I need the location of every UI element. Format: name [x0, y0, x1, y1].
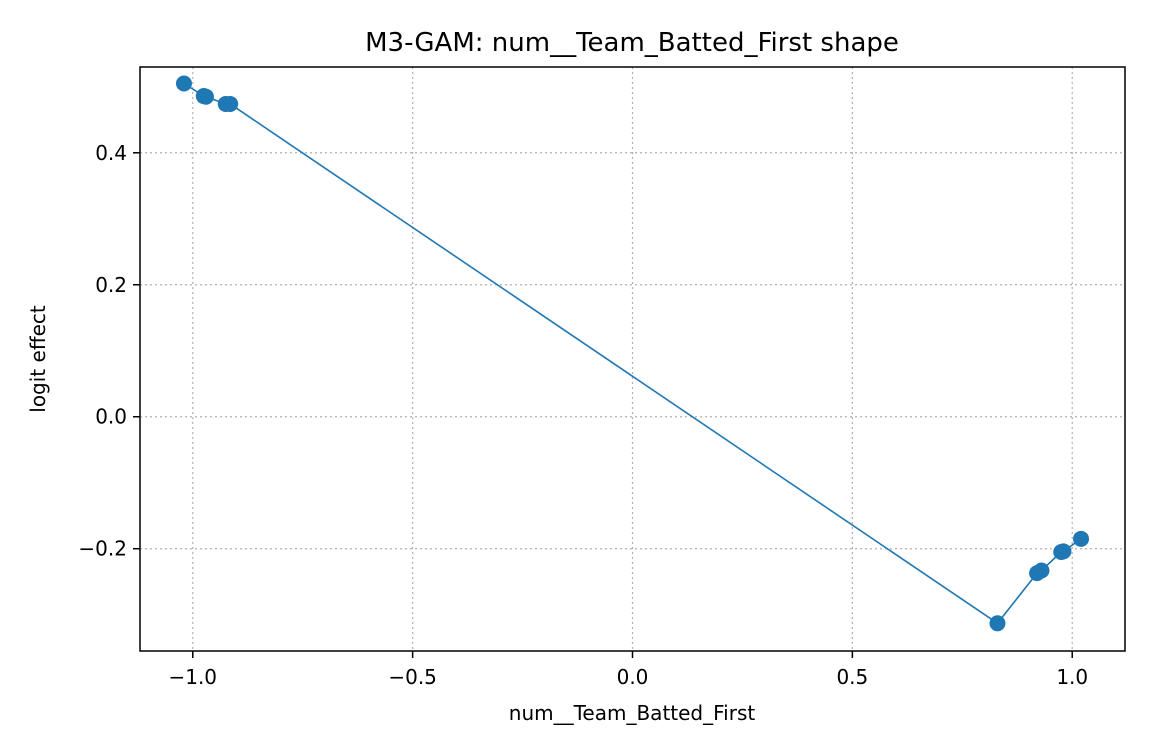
y-tick-label: 0.0: [95, 405, 127, 429]
y-tick-label: 0.2: [95, 273, 127, 297]
y-axis-label: logit effect: [26, 305, 50, 413]
data-point: [222, 95, 239, 112]
data-point: [197, 88, 214, 105]
x-tick-label: 0.5: [836, 665, 868, 689]
x-axis-ticks: −1.0 −0.5 0.0 0.5 1.0: [168, 651, 1088, 689]
grid-lines: [140, 67, 1125, 651]
data-point: [1055, 543, 1072, 560]
y-tick-label: 0.4: [95, 141, 127, 165]
data-point: [175, 75, 192, 92]
y-tick-label: −0.2: [78, 537, 127, 561]
x-tick-label: −0.5: [388, 665, 437, 689]
x-tick-label: 1.0: [1056, 665, 1088, 689]
data-points: [175, 75, 1090, 632]
x-tick-label: 0.0: [617, 665, 649, 689]
x-axis-label: num__Team_Batted_First: [509, 701, 756, 725]
data-point: [989, 615, 1006, 632]
data-point: [1073, 530, 1090, 547]
y-axis-ticks: −0.2 0.0 0.2 0.4: [78, 141, 140, 561]
chart-title: M3-GAM: num__Team_Batted_First shape: [365, 28, 899, 58]
x-tick-label: −1.0: [168, 665, 217, 689]
data-point: [1033, 562, 1050, 579]
